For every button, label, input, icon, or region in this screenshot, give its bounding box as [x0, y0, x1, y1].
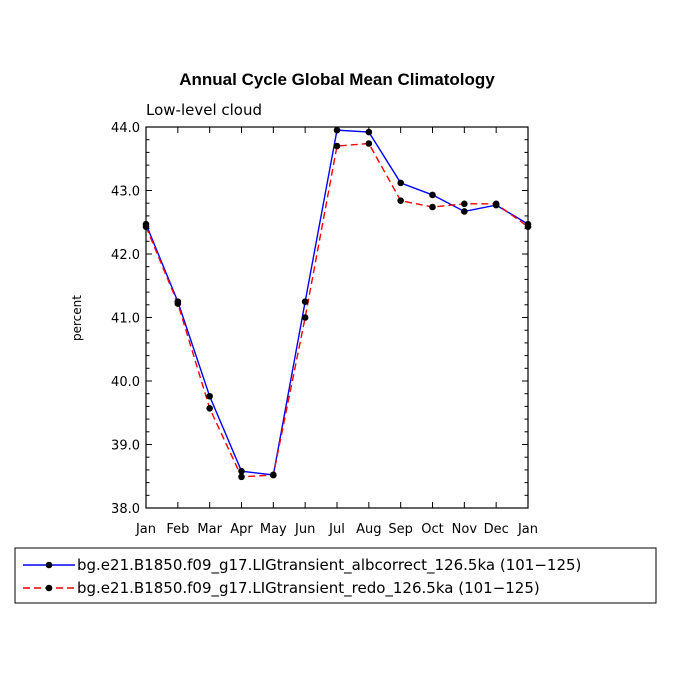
- chart-subtitle: Low-level cloud: [146, 101, 262, 119]
- legend-marker-1: [45, 561, 53, 569]
- series-2-point: [492, 200, 500, 208]
- series-line-1: [145, 129, 529, 476]
- series-1-point: [238, 467, 245, 475]
- x-tick-label: Oct: [421, 522, 443, 537]
- series-2-point: [301, 314, 309, 321]
- legend-label-2: bg.e21.B1850.f09_g17.LIGtransient_redo_1…: [77, 579, 540, 598]
- x-tick-label: Nov: [452, 522, 478, 537]
- series-line-2: [145, 142, 529, 478]
- x-tick-label: Jan: [135, 522, 156, 537]
- series-1-point: [461, 208, 468, 215]
- series-2-point: [461, 200, 468, 208]
- series-1-point: [206, 392, 213, 400]
- x-tick-label: Jun: [294, 522, 315, 537]
- series-layer: [142, 126, 532, 481]
- series-2-point: [429, 203, 436, 211]
- series-1-point: [333, 126, 341, 134]
- x-tick-label: Dec: [484, 522, 509, 537]
- y-tick-label: 41.0: [111, 312, 140, 327]
- series-1-point: [429, 191, 436, 199]
- x-tick-label: May: [260, 522, 287, 537]
- y-tick-label: 43.0: [111, 185, 140, 200]
- chart-title: Annual Cycle Global Mean Climatology: [179, 70, 495, 89]
- y-axis-label: percent: [70, 295, 84, 341]
- y-tick-label: 39.0: [111, 439, 140, 454]
- series-2-point: [174, 300, 182, 307]
- series-2-point: [206, 405, 213, 412]
- series-1-point: [301, 298, 309, 305]
- x-tick-label: Jan: [517, 522, 538, 537]
- plot-frame: [145, 126, 529, 509]
- y-tick-label: 40.0: [111, 375, 140, 390]
- x-tick-label: Jul: [328, 522, 345, 537]
- series-1-point: [365, 128, 373, 136]
- legend-label-1: bg.e21.B1850.f09_g17.LIGtransient_albcor…: [77, 556, 581, 575]
- x-tick-label: Aug: [356, 522, 381, 537]
- axis-ticks: 38.0 39.0 40.0 41.0 42.0 43.0 44.0 Jan Feb Mar Apr…: [111, 121, 538, 537]
- y-tick-label: 38.0: [111, 502, 140, 517]
- series-2-point: [238, 473, 245, 481]
- series-2-point: [397, 197, 404, 204]
- series-2-point: [365, 140, 373, 147]
- x-tick-label: Feb: [166, 522, 189, 537]
- series-2-point: [524, 223, 532, 230]
- y-tick-label: 44.0: [111, 121, 140, 136]
- series-1-point: [397, 179, 404, 187]
- series-2-point: [270, 471, 277, 479]
- x-tick-label: Mar: [197, 522, 222, 537]
- x-tick-label: Sep: [388, 522, 413, 537]
- legend-box: [14, 547, 657, 604]
- x-tick-label: Apr: [230, 522, 253, 537]
- series-2-point: [333, 142, 341, 150]
- legend-marker-2: [45, 584, 53, 592]
- y-tick-label: 42.0: [111, 248, 140, 263]
- legend: bg.e21.B1850.f09_g17.LIGtransient_albcor…: [14, 547, 657, 604]
- series-2-point: [142, 223, 150, 230]
